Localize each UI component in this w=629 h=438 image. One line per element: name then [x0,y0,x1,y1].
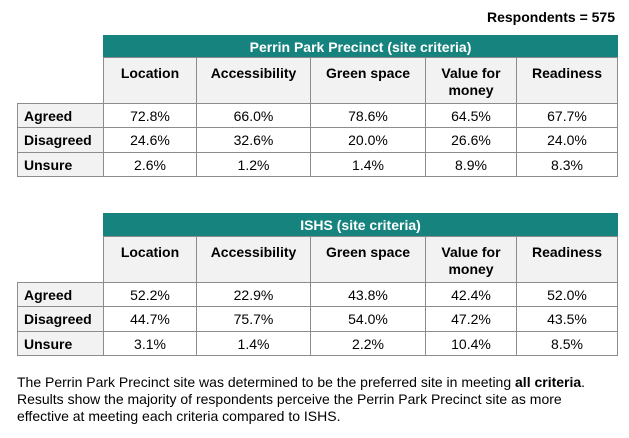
row-label: Disagreed [17,127,104,153]
note-emphasis: all criteria [515,374,582,390]
row-label: Disagreed [17,306,104,332]
column-header: Location [103,57,197,104]
table-cell: 43.5% [516,306,618,332]
table-cell: 72.8% [103,103,197,128]
table-cell: 52.2% [103,282,197,307]
table-cell: 47.2% [425,306,517,332]
column-header: Accessibility [196,236,311,283]
column-header: Accessibility [196,57,311,104]
column-header: Readiness [516,236,618,283]
table-cell: 44.7% [103,306,197,332]
table-cell: 43.8% [310,282,426,307]
column-header: Value for money [425,236,517,283]
row-label: Agreed [17,282,104,307]
table-cell: 8.9% [425,152,517,177]
table-cell: 24.6% [103,127,197,153]
table-cell: 1.2% [196,152,311,177]
column-header: Green space [310,236,426,283]
table-cell: 64.5% [425,103,517,128]
note-text: . Results show the majority of responden… [17,374,586,424]
table-cell: 1.4% [196,331,311,356]
table-cell: 24.0% [516,127,618,153]
table-cell: 22.9% [196,282,311,307]
table-cell: 20.0% [310,127,426,153]
table-cell: 8.3% [516,152,618,177]
table-cell: 75.7% [196,306,311,332]
table-cell: 54.0% [310,306,426,332]
table-cell: 2.2% [310,331,426,356]
table-cell: 42.4% [425,282,517,307]
table-title: Perrin Park Precinct (site criteria) [103,35,618,58]
table-cell: 26.6% [425,127,517,153]
row-label: Unsure [17,331,104,356]
column-header: Value for money [425,57,517,104]
table-cell: 8.5% [516,331,618,356]
table-cell: 1.4% [310,152,426,177]
table-cell: 66.0% [196,103,311,128]
table-cell: 3.1% [103,331,197,356]
table-title: ISHS (site criteria) [103,213,618,237]
column-header: Green space [310,57,426,104]
note: The Perrin Park Precinct site was determ… [17,374,617,425]
column-header: Readiness [516,57,618,104]
respondents: Respondents = 575 [487,9,615,25]
table-cell: 52.0% [516,282,618,307]
table-cell: 32.6% [196,127,311,153]
table-cell: 78.6% [310,103,426,128]
table-cell: 10.4% [425,331,517,356]
table-cell: 67.7% [516,103,618,128]
column-header: Location [103,236,197,283]
row-label: Agreed [17,103,104,128]
table-cell: 2.6% [103,152,197,177]
row-label: Unsure [17,152,104,177]
note-text: The Perrin Park Precinct site was determ… [17,374,516,390]
